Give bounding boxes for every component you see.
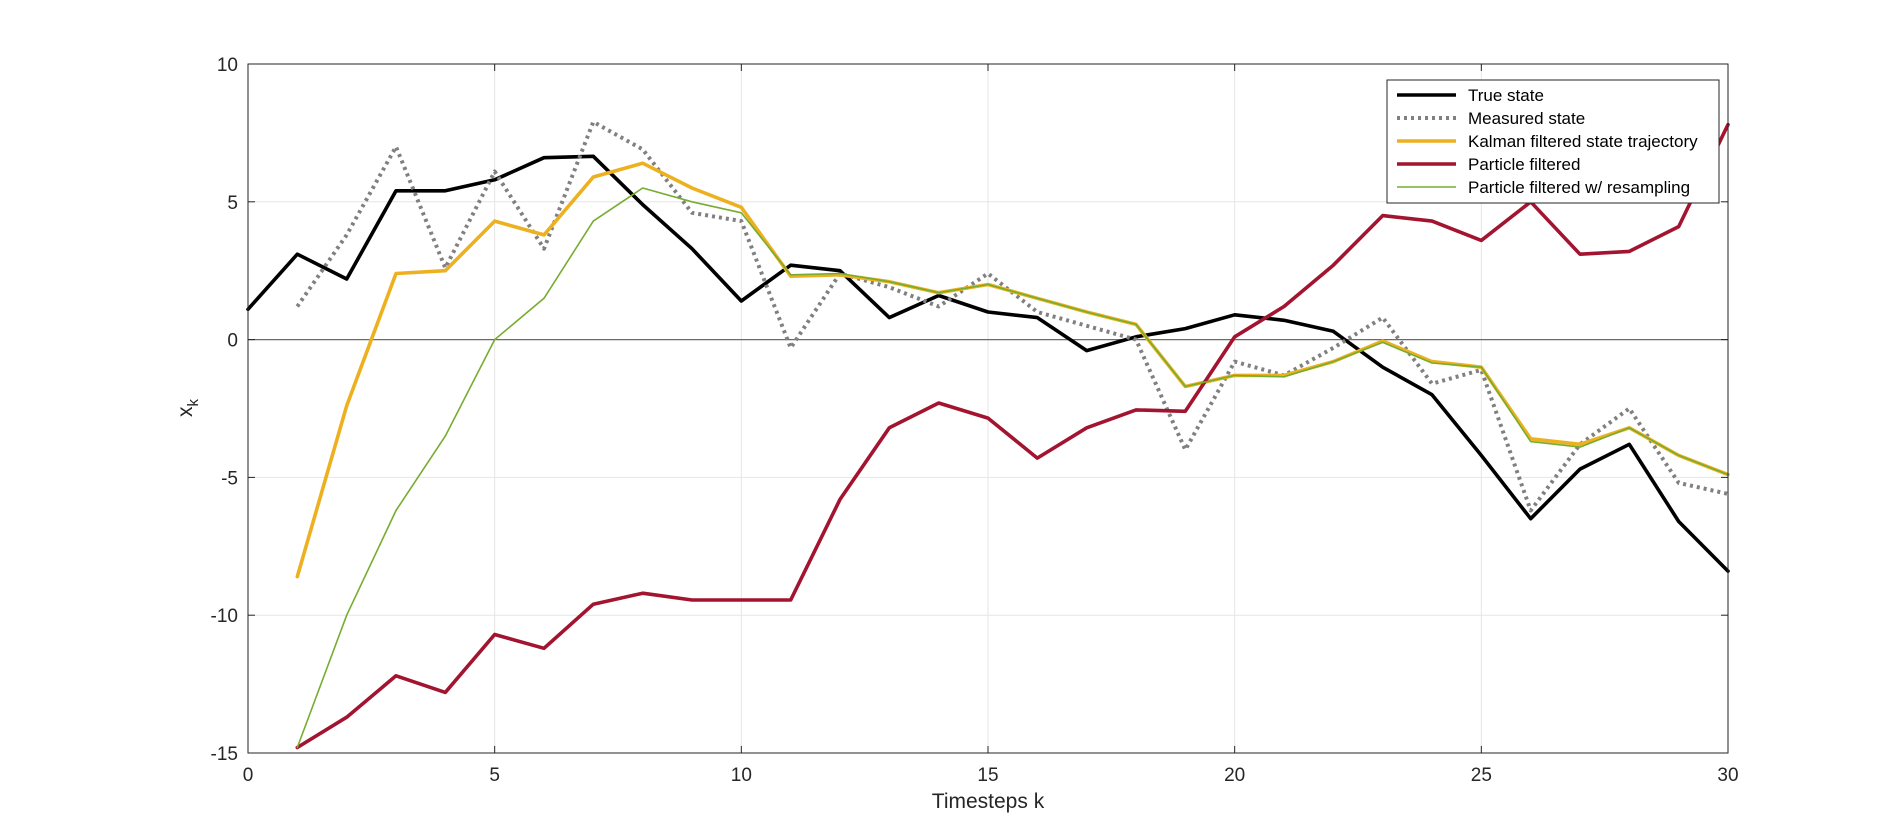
y-tick-label: 0	[227, 331, 238, 352]
series-line-particle-filtered-w-resampling	[296, 187, 1729, 749]
x-tick-label: 15	[977, 765, 998, 786]
legend-label: True state	[1468, 86, 1544, 105]
x-tick-label: 30	[1717, 765, 1738, 786]
legend-label: Kalman filtered state trajectory	[1468, 132, 1698, 151]
legend-label: Particle filtered	[1468, 155, 1580, 174]
x-tick-label: 0	[243, 765, 254, 786]
x-tick-label: 5	[489, 765, 500, 786]
series-line-true-state	[246, 154, 1730, 573]
y-axis-label: xk	[174, 399, 202, 418]
legend-label: Particle filtered w/ resampling	[1468, 178, 1690, 197]
x-tick-label: 25	[1471, 765, 1492, 786]
x-tick-label: 20	[1224, 765, 1245, 786]
y-tick-label: -5	[221, 468, 238, 489]
y-tick-label: -15	[211, 744, 238, 765]
y-tick-label: 10	[217, 55, 238, 76]
x-tick-label: 10	[731, 765, 752, 786]
legend-label: Measured state	[1468, 109, 1585, 128]
series-line-particle-filtered	[295, 122, 1730, 750]
y-axis-label-main: x	[174, 406, 197, 417]
y-tick-label: -10	[211, 606, 238, 627]
y-axis-label-subscript: k	[185, 399, 202, 407]
ticks: 0 5 10 15 20 25 30 -15 -10 -5 0 5 10	[211, 55, 1739, 786]
x-axis-label: Timesteps k	[932, 790, 1045, 813]
series-layer	[246, 119, 1730, 750]
legend: True state Measured state Kalman filtered …	[1386, 79, 1720, 204]
y-tick-label: 5	[227, 193, 238, 214]
